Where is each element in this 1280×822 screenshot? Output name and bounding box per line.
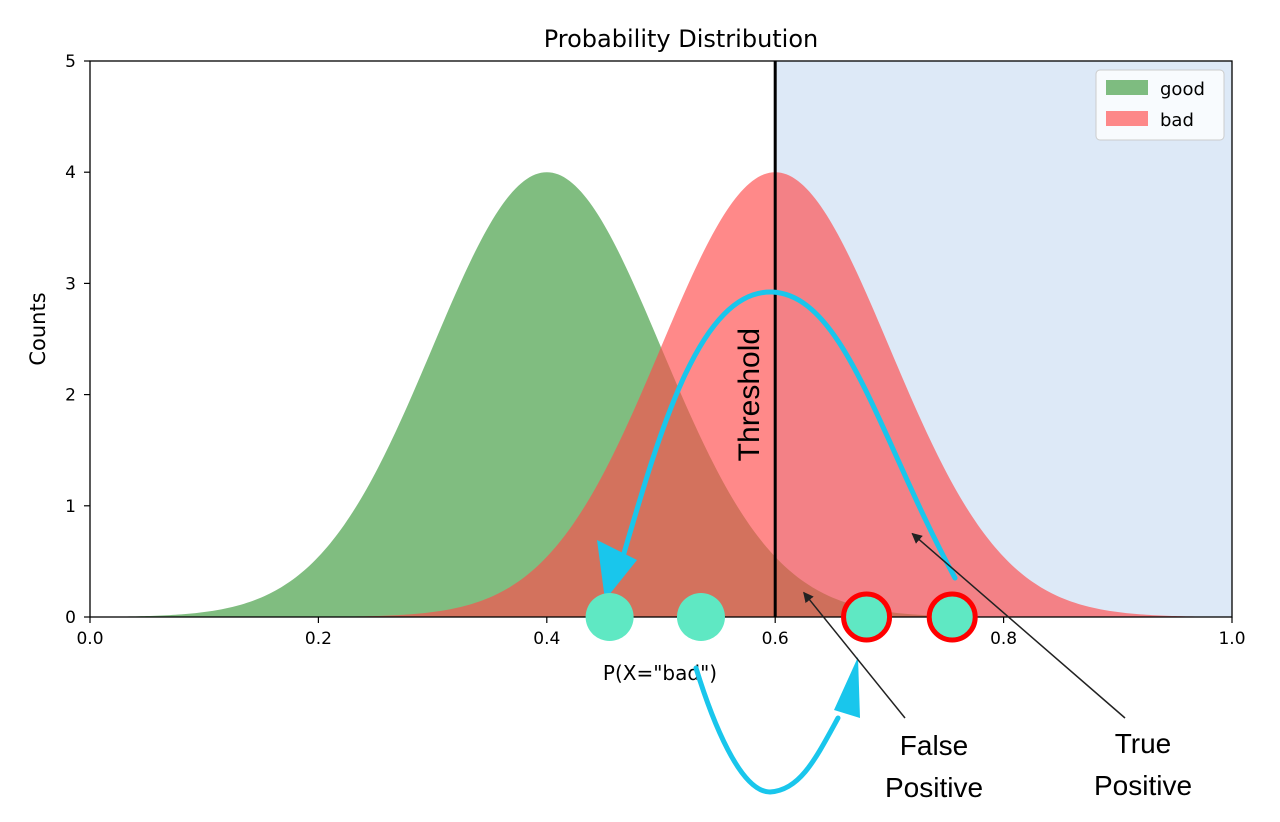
y-tick-label: 1 [65, 497, 76, 517]
x-axis-ticks: 0.0 0.2 0.4 0.6 0.8 1.0 [76, 617, 1246, 649]
y-tick-label: 0 [65, 608, 76, 628]
series-bad-area [90, 172, 1232, 617]
y-tick-label: 3 [65, 274, 76, 294]
false-positive-label: False Positive [885, 730, 983, 803]
y-axis-label: Counts [26, 292, 50, 365]
callout-line: True [1115, 728, 1172, 759]
reclassify-arrow-curve [619, 289, 958, 581]
sample-points [585, 591, 978, 643]
legend-swatch-bad [1106, 111, 1148, 126]
shift-arrow-curve [693, 665, 841, 795]
callout-line: Positive [885, 772, 983, 803]
true-positive-pointer [911, 532, 1126, 719]
legend-label-good: good [1160, 79, 1205, 100]
x-tick-label: 1.0 [1218, 629, 1245, 649]
true-positive-label: True Positive [1094, 728, 1192, 801]
y-tick-label: 5 [65, 52, 76, 72]
y-tick-label: 2 [65, 386, 76, 406]
x-tick-label: 0.8 [990, 629, 1017, 649]
y-axis-ticks: 0 1 2 3 4 5 [65, 52, 90, 628]
plot-frame [89, 60, 1233, 618]
y-tick-label: 4 [65, 163, 76, 183]
shift-arrow-head [834, 657, 860, 718]
legend-swatch-good [1106, 80, 1148, 95]
misclassified-point [841, 591, 893, 643]
chart-title: Probability Distribution [544, 25, 819, 53]
sample-point [676, 593, 725, 641]
misclassified-point [926, 591, 978, 643]
x-tick-label: 0.0 [76, 629, 103, 649]
legend-label-bad: bad [1160, 110, 1194, 131]
sample-point [585, 593, 634, 641]
reclassify-arrow-head [597, 540, 637, 600]
x-tick-label: 0.6 [762, 629, 789, 649]
callout-line: Positive [1094, 770, 1192, 801]
legend: good bad [1095, 69, 1225, 141]
x-tick-label: 0.2 [305, 629, 332, 649]
threshold-label: Threshold [733, 328, 766, 461]
x-tick-label: 0.4 [533, 629, 560, 649]
callout-line: False [900, 730, 968, 761]
false-positive-pointer [803, 591, 906, 719]
